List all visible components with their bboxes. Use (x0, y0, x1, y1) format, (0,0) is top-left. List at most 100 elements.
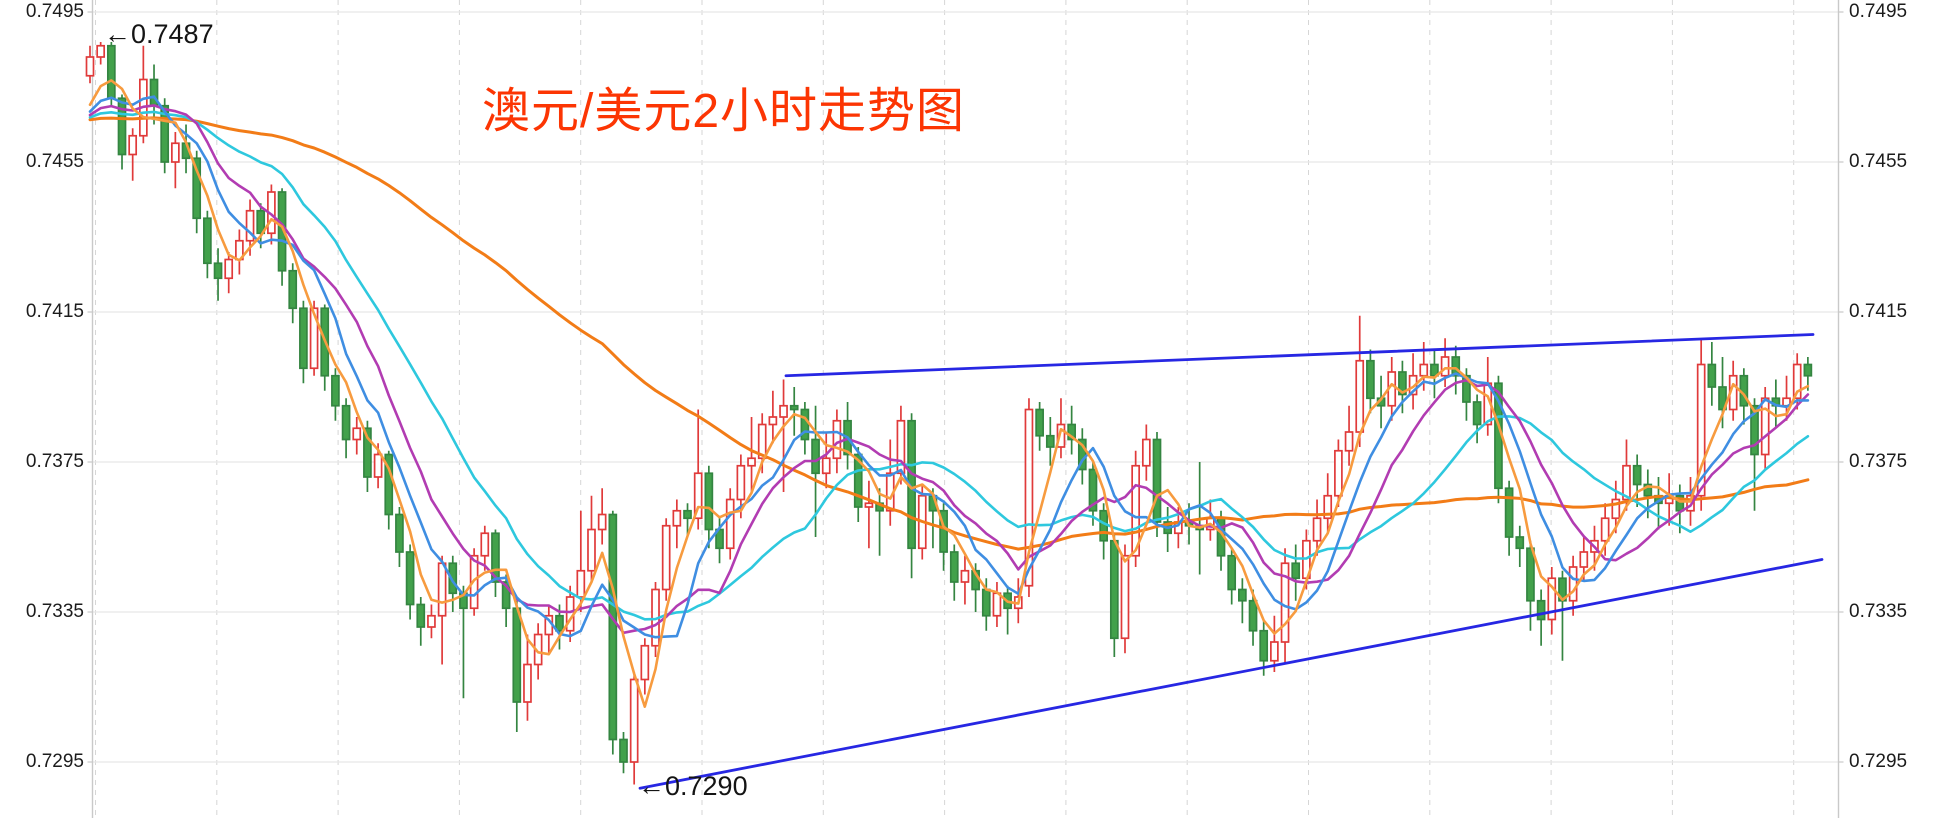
candle-down (1291, 562, 1301, 580)
candle-up (992, 592, 1002, 617)
candle-up (757, 423, 767, 460)
candle-down (939, 509, 948, 553)
candle-down (1515, 536, 1525, 550)
candle-up (747, 457, 756, 467)
y-axis-label-right: 0.7375 (1849, 451, 1908, 472)
y-axis-label-left: 0.7375 (25, 451, 84, 472)
high-price-annotation: ←0.7487 (104, 19, 214, 49)
candle-up (629, 678, 639, 763)
candle-down (1462, 374, 1471, 403)
candle-down (1088, 468, 1098, 512)
candle-up (779, 404, 788, 418)
candle-down (405, 551, 415, 606)
candle-up (1312, 517, 1322, 542)
candle-up (1334, 449, 1343, 497)
candle-down (331, 374, 340, 407)
candle-down (1718, 386, 1727, 411)
candle-up (736, 464, 746, 501)
candle-up (480, 532, 490, 557)
candle-up (352, 427, 362, 441)
y-axis-label-left: 0.7415 (25, 301, 84, 322)
candle-down (1472, 401, 1482, 426)
chart-title: 澳元/美元2小时走势图 (482, 85, 966, 138)
candle-down (1643, 483, 1653, 497)
candle-down (1750, 404, 1759, 456)
candle-up (1622, 464, 1631, 501)
candle-up (960, 569, 970, 583)
candle-down (395, 513, 404, 553)
candle-up (1270, 641, 1279, 662)
candle-down (1366, 359, 1375, 400)
candle-up (1547, 577, 1557, 621)
candle-down (1109, 539, 1119, 640)
candle-up (821, 457, 831, 475)
candle-down (213, 262, 223, 280)
candle-up (245, 209, 255, 242)
candle-up (1141, 438, 1151, 467)
candle-down (619, 738, 628, 763)
candle-down (299, 307, 308, 370)
ma-fast-orange (88, 79, 1810, 708)
candle-up (523, 663, 532, 703)
candle-down (1526, 547, 1535, 602)
candle-down (1035, 408, 1044, 437)
candle-down (384, 453, 394, 516)
candle-down (192, 157, 202, 220)
candle-up (1611, 498, 1621, 520)
candle-up (224, 258, 234, 280)
candle-down (1451, 356, 1461, 377)
candle-up (437, 562, 447, 617)
y-axis-label-left: 0.7295 (25, 751, 84, 772)
candle-up (597, 513, 607, 531)
candle-up (309, 307, 319, 370)
candle-down (106, 44, 116, 100)
candle-down (555, 614, 564, 632)
candle-up (1024, 408, 1034, 587)
candle-down (1227, 554, 1237, 591)
candle-up (1792, 363, 1802, 400)
candle-down (1398, 371, 1407, 396)
y-axis-label-right: 0.7295 (1849, 751, 1908, 772)
ma-slow-orange (88, 116, 1810, 551)
candle-up (576, 569, 586, 598)
candle-down (789, 404, 799, 411)
y-axis-label-left: 0.7335 (25, 601, 84, 622)
candle-up (1760, 397, 1770, 456)
candle-down (683, 509, 692, 520)
candle-up (832, 419, 842, 460)
y-axis-label-left: 0.7455 (25, 151, 84, 172)
candle-up (1419, 363, 1429, 377)
candle-down (288, 269, 298, 310)
candle-down (949, 551, 959, 583)
candle-down (1707, 363, 1717, 388)
candle-up (1344, 431, 1354, 452)
candle-down (704, 472, 714, 531)
candle-up (640, 644, 650, 681)
candle-up (373, 453, 383, 478)
candle-up (672, 509, 682, 527)
candle-down (416, 603, 426, 628)
candle-down (256, 209, 266, 235)
candle-down (341, 404, 351, 441)
candle-down (811, 438, 820, 475)
candle-up (587, 528, 596, 572)
ma-cyan (88, 110, 1810, 621)
wedge-support (638, 558, 1824, 790)
candle-down (981, 588, 991, 617)
candle-up (661, 524, 671, 591)
candle-down (448, 562, 458, 595)
candle-up (896, 419, 906, 475)
ma-blue (88, 95, 1810, 639)
candle-up (1120, 554, 1130, 640)
candle-down (1067, 423, 1076, 441)
candle-up (85, 56, 95, 77)
candle-down (512, 607, 522, 703)
candle-up (427, 614, 436, 628)
candle-down (1045, 434, 1055, 448)
candle-down (203, 217, 212, 265)
candle-down (117, 97, 127, 156)
ma-magenta (88, 104, 1810, 635)
candle-down (160, 104, 170, 163)
candle-down (363, 427, 372, 478)
